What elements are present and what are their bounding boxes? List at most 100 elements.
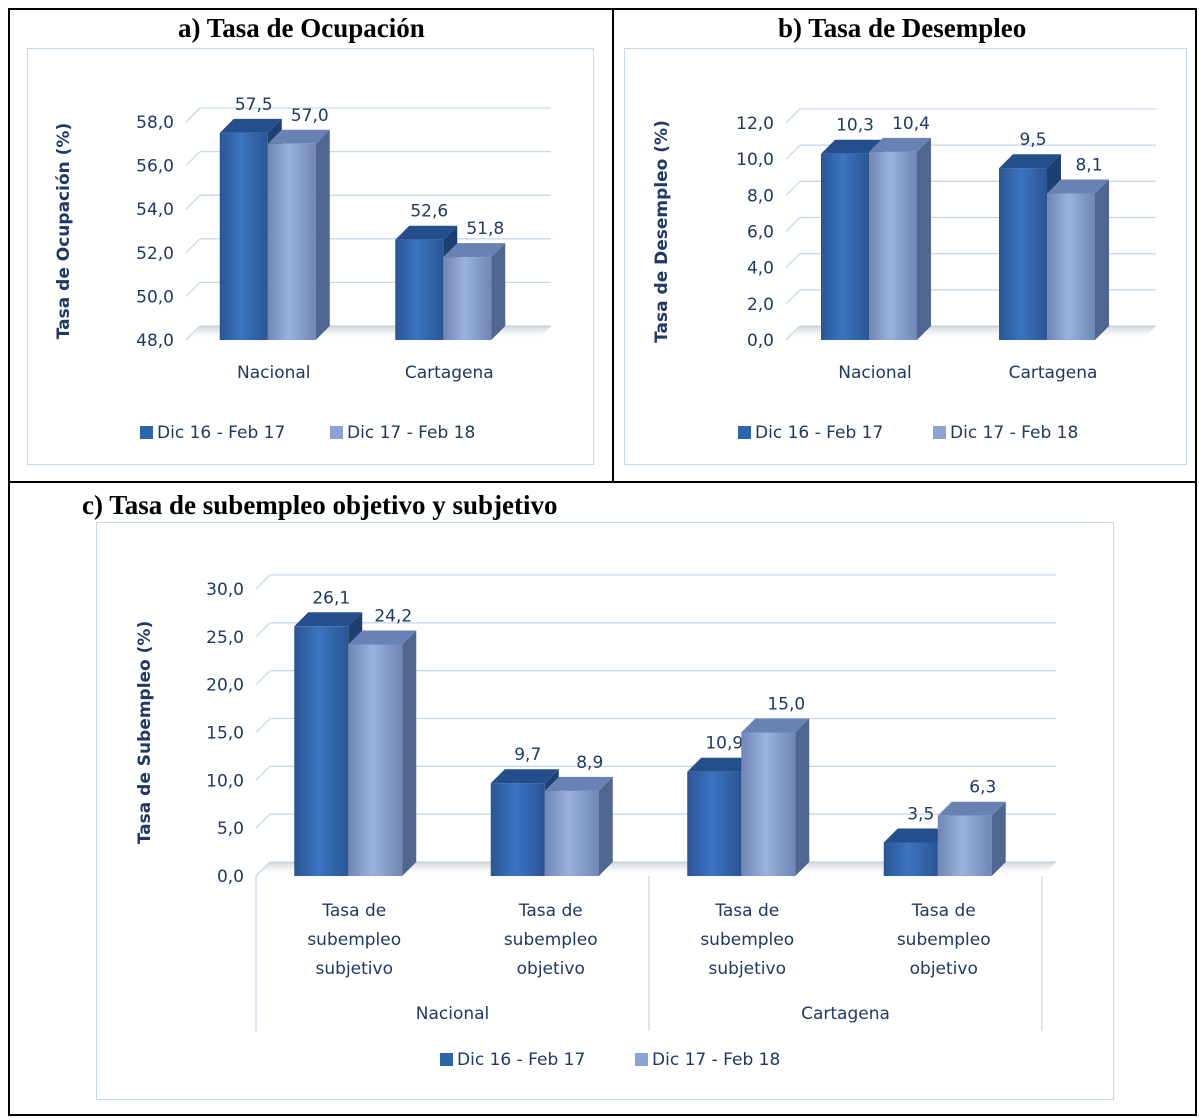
legend-entry: Dic 16 - Feb 17 <box>457 1050 585 1070</box>
y-tick-label: 6,0 <box>747 223 774 243</box>
gridline-depth <box>185 194 201 210</box>
bar-15,0 <box>741 718 810 876</box>
y-tick-label: 50,0 <box>136 287 174 307</box>
bar-side <box>315 129 330 340</box>
bar-top <box>741 718 810 733</box>
bar-top <box>821 139 883 154</box>
data-label: 57,0 <box>291 106 329 126</box>
bar-front <box>687 771 742 876</box>
bar-51,8 <box>443 243 506 340</box>
y-tick-label: 0,0 <box>747 331 774 351</box>
data-label: 9,5 <box>1019 130 1046 150</box>
data-label: 24,2 <box>374 606 412 626</box>
bar-57,0 <box>267 129 330 340</box>
legend-swatch <box>738 426 751 439</box>
data-label: 3,5 <box>907 805 934 825</box>
data-label: 10,9 <box>705 734 743 754</box>
legend-entry: Dic 16 - Feb 17 <box>157 423 285 443</box>
y-tick-label: 4,0 <box>747 259 774 279</box>
bar-10,4 <box>869 137 931 340</box>
y-axis-label: Tasa de Desempleo (%) <box>652 120 672 343</box>
y-tick-label: 25,0 <box>206 628 244 648</box>
bar-front <box>999 168 1047 340</box>
data-label: 8,9 <box>576 753 603 773</box>
data-label: 10,3 <box>836 116 874 136</box>
x-tick-label: objetivo <box>910 959 978 979</box>
bar-side <box>917 137 931 340</box>
y-axis-label: Tasa de Subempleo (%) <box>135 621 155 844</box>
y-tick-label: 58,0 <box>136 113 174 133</box>
bar-10,9 <box>687 757 756 876</box>
gridline-depth <box>185 238 201 254</box>
legend-swatch <box>440 1053 453 1066</box>
bar-front <box>544 790 599 876</box>
y-tick-label: 5,0 <box>217 819 244 839</box>
bar-side <box>402 630 417 876</box>
bar-front <box>1047 193 1095 340</box>
x-tick-label: Tasa de <box>714 901 779 921</box>
x-tick-label: Cartagena <box>1009 363 1098 383</box>
bar-front <box>443 257 492 340</box>
y-tick-label: 8,0 <box>747 186 774 206</box>
gridline-depth <box>785 289 801 305</box>
x-tick-label: subempleo <box>700 930 794 950</box>
y-tick-label: 0,0 <box>217 867 244 887</box>
legend-entry: Dic 17 - Feb 18 <box>950 423 1078 443</box>
x-tick-label: subempleo <box>897 930 991 950</box>
bar-top <box>544 776 613 791</box>
x-tick-label: subjetivo <box>316 959 393 979</box>
data-label: 52,6 <box>410 202 448 222</box>
y-tick-label: 12,0 <box>736 114 774 134</box>
bar-top <box>687 757 756 772</box>
bar-side <box>991 801 1006 876</box>
x-tick-label: Nacional <box>838 363 912 383</box>
group-label: Nacional <box>416 1004 490 1024</box>
y-tick-label: 56,0 <box>136 157 174 177</box>
gridline-depth <box>785 144 801 160</box>
gridline-depth <box>185 151 201 167</box>
bar-front <box>883 842 938 876</box>
bar-front <box>490 783 545 876</box>
gridline-depth <box>255 813 271 829</box>
bar-front <box>267 143 316 340</box>
bar-8,9 <box>544 776 613 876</box>
bar-top <box>219 118 282 133</box>
bar-top <box>1047 179 1109 194</box>
data-label: 15,0 <box>767 695 805 715</box>
panel-c-title: c) Tasa de subempleo objetivo y subjetiv… <box>82 490 558 520</box>
gridline-depth <box>785 180 801 196</box>
y-tick-label: 20,0 <box>206 676 244 696</box>
bar-front <box>294 626 349 876</box>
bar-top <box>883 828 952 843</box>
bar-top <box>443 243 506 258</box>
bar-front <box>821 153 869 340</box>
panel-divider-vertical <box>612 8 614 483</box>
panel-b-title: b) Tasa de Desempleo <box>778 13 1027 43</box>
data-label: 10,4 <box>892 114 930 134</box>
bar-top <box>490 769 559 784</box>
bar-front <box>869 151 917 340</box>
x-tick-label: objetivo <box>517 959 585 979</box>
legend-entry: Dic 16 - Feb 17 <box>755 423 883 443</box>
y-tick-label: 54,0 <box>136 200 174 220</box>
bar-front <box>219 132 268 340</box>
gridline-depth <box>255 574 271 590</box>
data-label: 57,5 <box>235 95 273 115</box>
gridline-depth <box>255 765 271 781</box>
bar-front <box>395 239 444 340</box>
data-label: 51,8 <box>466 219 504 239</box>
bar-side <box>1095 179 1109 340</box>
gridline-depth <box>255 670 271 686</box>
bar-side <box>491 243 506 340</box>
x-tick-label: Tasa de <box>518 901 583 921</box>
chart-floor <box>256 862 1056 876</box>
gridline-depth <box>785 253 801 269</box>
x-tick-label: subjetivo <box>709 959 786 979</box>
bar-top <box>294 612 363 627</box>
gridline-depth <box>255 622 271 638</box>
x-tick-label: Tasa de <box>911 901 976 921</box>
bar-side <box>598 776 613 876</box>
